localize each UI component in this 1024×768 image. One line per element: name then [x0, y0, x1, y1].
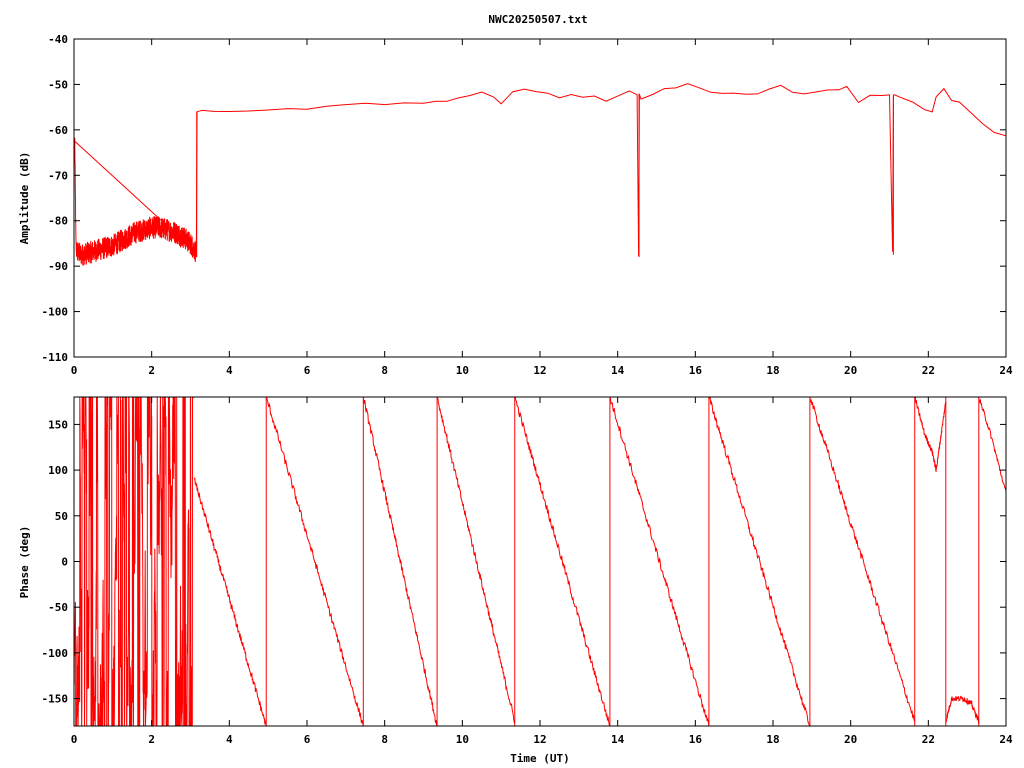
chart-title: NWC20250507.txt: [488, 13, 587, 26]
amplitude-y-tick-label: -60: [48, 124, 68, 137]
phase-x-tick-label: 10: [456, 733, 469, 746]
amplitude-y-tick-label: -100: [42, 306, 69, 319]
amplitude-plot-frame: [73, 38, 1007, 358]
amplitude-panel: 0 2 4 6 8 10 12 14 16 18 20 22 24-40-50-60-70-80-90-…: [18, 33, 1013, 377]
phase-x-tick-label: 18: [766, 733, 779, 746]
phase-x-tick-label: 20: [844, 733, 857, 746]
phase-trace-group: [73, 396, 1007, 727]
phase-ramp-2: [265, 396, 364, 727]
phase-ramp-3: [362, 396, 438, 727]
phase-plot-frame: [73, 396, 1007, 727]
phase-y-axis-label: Phase (deg): [18, 526, 31, 599]
phase-x-tick-label: 24: [999, 733, 1013, 746]
phase-segment-1: [914, 396, 947, 473]
phase-axis-ticks: 0 2 4 6 8 10 12 14 16 18 20 22 24150100500-50-100-15…: [42, 397, 1013, 746]
amplitude-y-tick-label: -90: [48, 260, 68, 273]
amplitude-axis-ticks: 0 2 4 6 8 10 12 14 16 18 20 22 24-40-50-60-70-80-90-…: [42, 33, 1013, 377]
phase-ramp-8: [809, 396, 916, 722]
amplitude-x-tick-label: 0: [71, 364, 78, 377]
amplitude-x-tick-label: 6: [304, 364, 311, 377]
phase-y-tick-label: -150: [42, 693, 69, 706]
amplitude-x-tick-label: 8: [381, 364, 388, 377]
phase-x-tick-label: 2: [148, 733, 155, 746]
phase-ramp-7: [708, 396, 810, 727]
phase-x-tick-label: 12: [533, 733, 546, 746]
phase-x-axis-label: Time (UT): [510, 752, 570, 765]
phase-y-tick-label: 150: [48, 418, 68, 431]
amplitude-x-tick-label: 16: [689, 364, 703, 377]
phase-y-tick-label: -50: [48, 601, 68, 614]
amplitude-y-tick-label: -110: [42, 351, 69, 364]
phase-x-tick-label: 0: [71, 733, 78, 746]
amplitude-y-tick-label: -80: [48, 215, 68, 228]
phase-ramp-4: [436, 396, 516, 724]
amplitude-x-tick-label: 18: [766, 364, 779, 377]
phase-segment-3: [978, 396, 1007, 492]
amplitude-y-tick-label: -70: [48, 169, 68, 182]
amplitude-x-tick-label: 10: [456, 364, 469, 377]
amplitude-y-axis-label: Amplitude (dB): [18, 152, 31, 245]
phase-x-tick-label: 4: [226, 733, 233, 746]
phase-x-tick-label: 6: [304, 733, 311, 746]
phase-segment-2: [945, 695, 980, 724]
amplitude-x-tick-label: 20: [844, 364, 857, 377]
amplitude-x-tick-label: 12: [533, 364, 546, 377]
amplitude-x-tick-label: 14: [611, 364, 625, 377]
phase-x-tick-label: 22: [922, 733, 935, 746]
phase-x-tick-label: 14: [611, 733, 625, 746]
phase-ramp-1: [193, 477, 267, 727]
phase-panel: 0 2 4 6 8 10 12 14 16 18 20 22 24150100500-50-100-15…: [18, 396, 1013, 765]
amplitude-y-tick-label: -40: [48, 33, 68, 46]
phase-ramp-6: [609, 396, 710, 727]
amplitude-x-tick-label: 22: [922, 364, 935, 377]
amplitude-x-tick-label: 4: [226, 364, 233, 377]
phase-x-tick-label: 8: [381, 733, 388, 746]
amplitude-noise-trace: [74, 137, 197, 266]
amplitude-x-tick-label: 24: [999, 364, 1013, 377]
amplitude-trace-group: [73, 83, 1007, 266]
amplitude-x-tick-label: 2: [148, 364, 155, 377]
phase-y-tick-label: -100: [42, 647, 69, 660]
phase-ramp-5: [514, 396, 611, 727]
amplitude-trace: [73, 83, 1007, 257]
phase-y-tick-label: 50: [55, 510, 68, 523]
phase-noise-trace: [73, 396, 195, 727]
amplitude-y-tick-label: -50: [48, 78, 68, 91]
phase-x-tick-label: 16: [689, 733, 703, 746]
phase-y-tick-label: 100: [48, 464, 68, 477]
phase-y-tick-label: 0: [61, 556, 68, 569]
